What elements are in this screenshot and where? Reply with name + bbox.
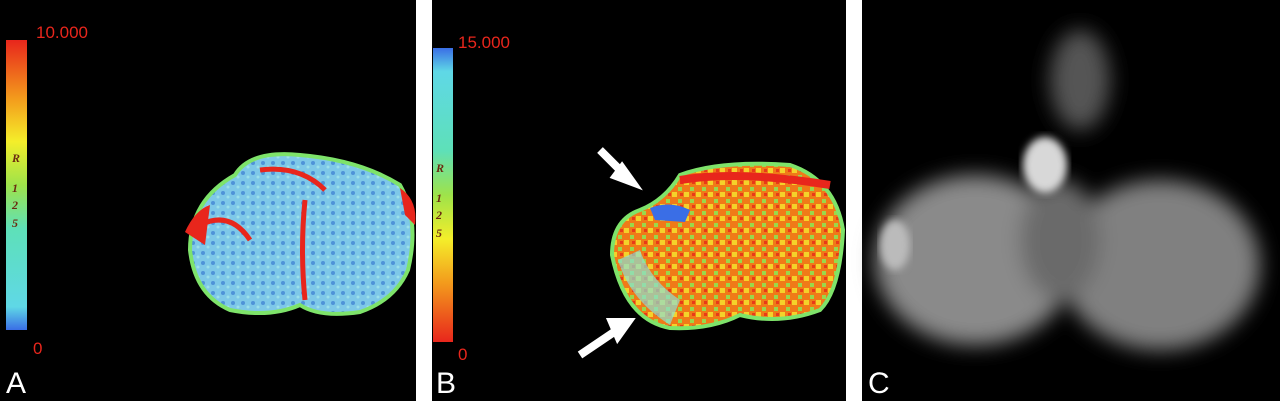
bright-spot — [880, 220, 910, 270]
region — [650, 204, 690, 222]
panel-b: 15.000 0 R 1 2 5 B — [432, 0, 846, 401]
brain-image — [875, 30, 1260, 350]
scale-marker: 5 — [436, 226, 442, 240]
color-bar — [6, 40, 27, 330]
bright-spot — [1023, 137, 1067, 193]
scale-min: 0 — [458, 345, 467, 364]
scale-marker: R — [435, 161, 444, 175]
color-bar — [433, 48, 453, 342]
scale-max: 10.000 — [36, 23, 88, 42]
scale-marker: R — [11, 151, 20, 165]
panel-label: A — [6, 367, 26, 400]
region — [618, 250, 680, 325]
panel-label: C — [868, 367, 890, 400]
scale-min: 0 — [33, 339, 42, 358]
arrow — [597, 147, 643, 191]
scale-marker: 1 — [12, 181, 18, 195]
panel-a: 10.000 0 R 1 2 5 A — [0, 0, 416, 401]
arrow — [577, 318, 636, 359]
scale-marker: 2 — [11, 198, 18, 212]
scale-marker: 5 — [12, 216, 18, 230]
panel-c: C — [862, 0, 1280, 401]
scale-max: 15.000 — [458, 33, 510, 52]
scale-marker: 2 — [435, 208, 442, 222]
panel-label: B — [436, 367, 456, 400]
vessel — [679, 172, 831, 189]
scale-marker: 1 — [436, 191, 442, 205]
